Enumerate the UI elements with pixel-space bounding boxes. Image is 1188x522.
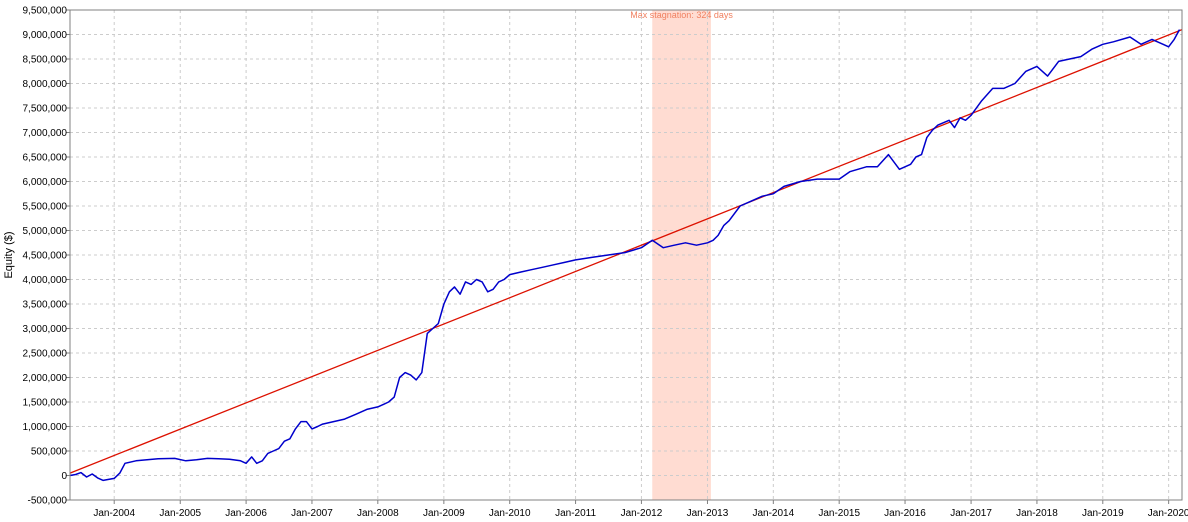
- stagnation-label: Max stagnation: 324 days: [630, 10, 733, 20]
- y-tick-label: 1,000,000: [23, 422, 68, 433]
- series-layer: [69, 28, 1183, 482]
- x-tick-label: Jan-2012: [621, 508, 663, 519]
- x-tick-label: Jan-2016: [884, 508, 926, 519]
- y-tick-label: 7,000,000: [23, 128, 68, 139]
- y-tick-label: 7,500,000: [23, 104, 68, 115]
- y-tick-label: -500,000: [28, 496, 68, 507]
- x-tick-label: Jan-2011: [555, 508, 596, 519]
- x-tick-label: Jan-2010: [489, 508, 531, 519]
- y-tick-label: 6,500,000: [23, 153, 68, 164]
- x-tick-label: Jan-2020: [1148, 508, 1188, 519]
- trend-line: [69, 28, 1183, 474]
- y-tick-label: 4,000,000: [23, 275, 68, 286]
- y-tick-label: 8,000,000: [23, 79, 68, 90]
- x-tick-label: Jan-2013: [687, 508, 729, 519]
- y-tick-label: 2,500,000: [23, 349, 68, 360]
- y-tick-label: 3,000,000: [23, 324, 68, 335]
- x-tick-label: Jan-2018: [1016, 508, 1058, 519]
- x-tick-label: Jan-2015: [818, 508, 860, 519]
- y-tick-label: 3,500,000: [23, 300, 68, 311]
- x-tick-label: Jan-2017: [950, 508, 992, 519]
- x-tick-label: Jan-2014: [752, 508, 794, 519]
- x-tick-label: Jan-2007: [291, 508, 333, 519]
- y-tick-label: 9,000,000: [23, 30, 68, 41]
- x-axis-ticks: Jan-2004 Jan-2005 Jan-2006 Jan-2007 Jan-2008…: [93, 500, 1188, 519]
- y-tick-label: 4,500,000: [23, 251, 68, 262]
- y-tick-label: 6,000,000: [23, 177, 68, 188]
- y-tick-label: 5,500,000: [23, 202, 68, 213]
- y-tick-label: 5,000,000: [23, 226, 68, 237]
- y-tick-label: 2,000,000: [23, 373, 68, 384]
- x-tick-label: Jan-2005: [159, 508, 201, 519]
- y-axis-title: Equity ($): [3, 231, 15, 278]
- equity-line: [69, 29, 1181, 482]
- x-tick-label: Jan-2019: [1082, 508, 1124, 519]
- x-tick-label: Jan-2008: [357, 508, 399, 519]
- y-tick-label: 9,500,000: [23, 6, 68, 17]
- y-axis-ticks: -500,000 0 500,000 1,000,000 1,500,000 2,000,…: [23, 6, 70, 507]
- y-tick-label: 8,500,000: [23, 55, 68, 66]
- grid-lines: [70, 9, 1182, 501]
- y-tick-label: 0: [61, 471, 67, 482]
- x-tick-label: Jan-2004: [93, 508, 135, 519]
- x-tick-label: Jan-2006: [225, 508, 267, 519]
- x-tick-label: Jan-2009: [423, 508, 465, 519]
- y-tick-label: 1,500,000: [23, 398, 68, 409]
- y-tick-label: 500,000: [31, 447, 68, 458]
